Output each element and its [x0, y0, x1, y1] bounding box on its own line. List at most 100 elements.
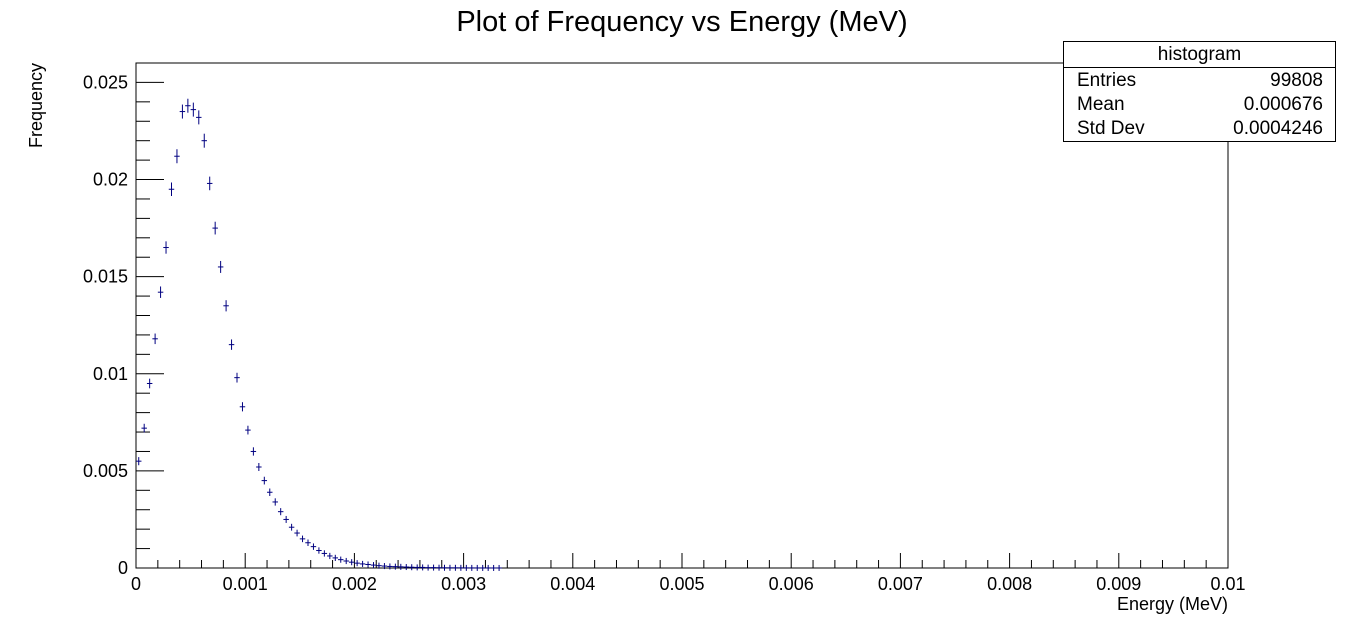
data-point — [425, 564, 431, 571]
data-point — [490, 564, 497, 571]
y-tick-label: 0 — [118, 558, 128, 578]
data-point — [190, 102, 197, 117]
data-point — [212, 221, 218, 235]
data-point — [261, 476, 268, 485]
data-point — [277, 508, 284, 516]
stats-row-mean: Mean 0.000676 — [1064, 92, 1335, 116]
stats-box: histogram Entries 99808 Mean 0.000676 St… — [1063, 41, 1336, 142]
data-point — [283, 515, 289, 523]
data-point — [299, 535, 306, 543]
x-tick-label: 0.001 — [223, 574, 268, 594]
data-point — [152, 333, 158, 345]
data-point — [327, 552, 333, 560]
data-point — [294, 529, 300, 537]
y-axis-label: Frequency — [26, 63, 46, 148]
stats-row-std-dev: Std Dev 0.0004246 — [1064, 116, 1335, 140]
x-tick-label: 0.003 — [441, 574, 486, 594]
y-tick-label: 0.025 — [83, 72, 128, 92]
x-tick-label: 0.009 — [1096, 574, 1141, 594]
data-point — [381, 563, 388, 570]
data-point — [228, 339, 235, 350]
data-point — [409, 564, 415, 571]
data-point — [338, 556, 344, 563]
data-point — [185, 98, 191, 113]
stats-value: 99808 — [1270, 70, 1323, 91]
data-point — [447, 564, 453, 571]
data-point — [365, 561, 371, 568]
data-point — [146, 378, 153, 389]
chart-title: Plot of Frequency vs Energy (MeV) — [456, 6, 907, 38]
data-point — [392, 563, 399, 570]
y-axis: 0 0.005 0.01 0.015 0.02 0.025 — [83, 62, 164, 578]
data-point — [398, 563, 404, 570]
data-point — [250, 447, 257, 456]
y-tick-label: 0.02 — [93, 170, 128, 190]
x-tick-label: 0.006 — [769, 574, 814, 594]
data-point — [348, 559, 355, 566]
data-point — [469, 564, 475, 571]
x-tick-label: 0.01 — [1210, 574, 1245, 594]
stats-value: 0.0004246 — [1233, 118, 1323, 139]
data-point — [245, 425, 251, 435]
data-point — [419, 564, 426, 571]
data-point — [430, 564, 437, 571]
data-point — [463, 564, 470, 571]
data-point — [206, 176, 213, 191]
data-point — [267, 488, 273, 496]
data-point — [496, 564, 502, 571]
stats-label: Mean — [1077, 94, 1125, 115]
stats-label: Entries — [1077, 70, 1137, 91]
data-point — [136, 457, 142, 466]
data-point — [452, 564, 459, 571]
data-point — [387, 563, 393, 570]
data-point — [234, 372, 240, 383]
data-point — [370, 562, 377, 569]
data-point — [157, 286, 164, 298]
stats-value: 0.000676 — [1243, 94, 1323, 115]
y-tick-label: 0.015 — [83, 267, 128, 287]
data-point — [174, 149, 180, 164]
data-point — [288, 523, 295, 531]
stats-label: Std Dev — [1077, 118, 1145, 139]
data-point — [305, 539, 311, 546]
data-point — [458, 564, 464, 571]
y-tick-label: 0.005 — [83, 461, 128, 481]
data-point — [485, 564, 491, 571]
data-point — [441, 564, 448, 571]
data-point — [272, 498, 278, 506]
data-point — [474, 564, 480, 571]
data-point — [403, 564, 409, 571]
data-point — [359, 560, 366, 567]
x-axis: 0 0.001 0.002 0.003 0.004 0.005 0.006 0.007 0.00… — [131, 553, 1246, 594]
data-point — [168, 182, 175, 196]
data-point — [310, 543, 317, 550]
data-point — [332, 554, 339, 561]
stats-title: histogram — [1064, 42, 1335, 68]
data-point — [217, 260, 224, 273]
data-point — [414, 564, 420, 571]
data-point — [196, 110, 202, 125]
x-axis-label: Energy (MeV) — [1117, 594, 1228, 614]
x-tick-label: 0.004 — [550, 574, 595, 594]
data-point — [436, 564, 442, 571]
data-point — [256, 463, 262, 471]
x-tick-label: 0.007 — [878, 574, 923, 594]
data-point — [316, 547, 322, 554]
data-points — [136, 98, 502, 571]
data-point — [321, 550, 328, 557]
data-point — [201, 133, 207, 148]
x-tick-label: 0.005 — [659, 574, 704, 594]
x-tick-label: 0 — [131, 574, 141, 594]
data-point — [239, 402, 246, 412]
data-point — [223, 300, 229, 312]
x-tick-label: 0.008 — [987, 574, 1032, 594]
data-point — [479, 564, 486, 571]
data-point — [163, 241, 169, 254]
data-point — [376, 562, 382, 569]
data-point — [141, 423, 147, 433]
stats-row-entries: Entries 99808 — [1064, 68, 1335, 92]
data-point — [179, 104, 186, 119]
data-point — [343, 557, 349, 565]
x-tick-label: 0.002 — [332, 574, 377, 594]
